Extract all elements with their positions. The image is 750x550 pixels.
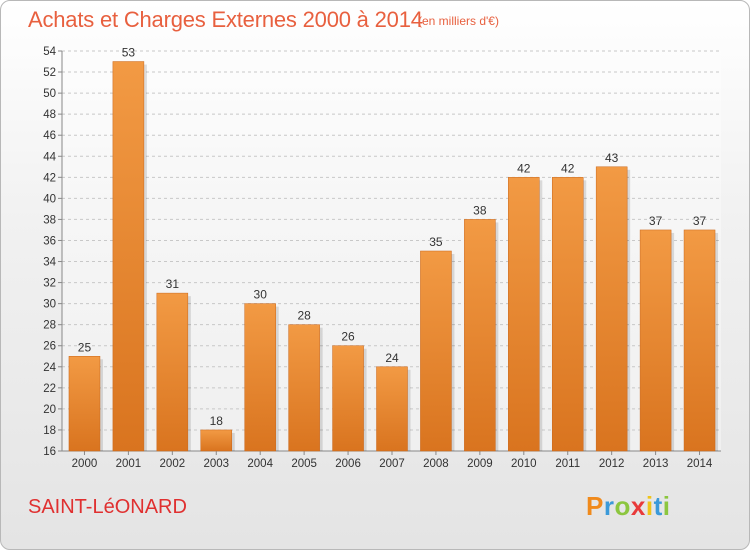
y-tick-label: 40 (43, 193, 56, 205)
data-label: 26 (341, 330, 355, 344)
bar-2003 (200, 429, 233, 452)
data-label: 35 (429, 235, 443, 249)
data-label: 30 (254, 288, 268, 302)
bars (68, 61, 719, 452)
x-tick-label: 2014 (687, 458, 713, 470)
data-label: 53 (122, 46, 136, 60)
x-tick-label: 2000 (72, 458, 98, 470)
logo-letter: P (586, 491, 604, 521)
data-label: 25 (78, 340, 92, 354)
y-tick-label: 52 (43, 67, 56, 79)
bar-2011 (551, 177, 584, 452)
bar-2005 (288, 324, 320, 452)
x-tick-label: 2002 (160, 458, 186, 470)
y-tick-label: 46 (43, 130, 56, 142)
y-tick-label: 24 (43, 362, 56, 374)
data-label: 42 (517, 161, 531, 175)
x-tick-label: 2010 (511, 458, 537, 470)
y-tick-label: 54 (43, 46, 56, 58)
x-tick-label: 2013 (643, 458, 669, 470)
bar-2000 (68, 356, 101, 452)
logo-letter: t (653, 491, 663, 521)
y-tick-label: 26 (43, 341, 56, 353)
logo-letter: x (630, 491, 646, 521)
data-label: 37 (649, 214, 663, 228)
x-tick-label: 2004 (247, 458, 273, 470)
x-tick-label: 2009 (467, 458, 493, 470)
bar-2007 (376, 366, 408, 452)
y-tick-label: 28 (43, 320, 56, 332)
proxiti-logo[interactable]: Proxiti (586, 491, 670, 522)
logo-letter: r (603, 491, 615, 521)
chart-title: Achats et Charges Externes 2000 à 2014 (28, 7, 423, 32)
y-tick-label: 38 (43, 214, 56, 226)
logo-letter: o (614, 491, 631, 521)
commune-name: SAINT-LéONARD (28, 496, 187, 518)
data-label: 42 (561, 161, 575, 175)
bar-2009 (464, 219, 496, 452)
labels: 16 18 20 22 24 26 28 30 32 34 36 38 40 42 44 46 48 50 52 54… (43, 46, 713, 470)
bar-2006 (332, 345, 364, 452)
logo-letter: i (645, 491, 654, 521)
x-tick-label: 2007 (379, 458, 405, 470)
y-tick-label: 30 (43, 299, 56, 311)
x-tick-label: 2001 (116, 458, 142, 470)
y-tick-label: 16 (43, 446, 56, 458)
y-tick-label: 18 (43, 425, 56, 437)
y-tick-label: 20 (43, 404, 56, 416)
data-label: 43 (605, 151, 619, 165)
x-tick-label: 2006 (335, 458, 361, 470)
x-tick-label: 2011 (555, 458, 580, 470)
y-tick-label: 42 (43, 172, 56, 184)
bar-2001 (112, 61, 145, 452)
bar-2013 (639, 229, 672, 452)
bar-2010 (508, 177, 540, 452)
y-tick-label: 34 (43, 257, 56, 269)
x-tick-label: 2003 (203, 458, 229, 470)
bar-2002 (156, 292, 189, 452)
bar-2004 (244, 303, 276, 452)
y-tick-label: 36 (43, 235, 56, 247)
logo-letter: i (662, 491, 671, 521)
y-tick-label: 50 (43, 88, 56, 100)
data-label: 37 (693, 214, 707, 228)
chart-subtitle: (en milliers d'€) (418, 14, 499, 28)
y-tick-label: 22 (43, 383, 56, 395)
data-label: 31 (166, 277, 180, 291)
bar-2008 (420, 250, 452, 452)
y-tick-label: 48 (43, 109, 56, 121)
y-tick-label: 44 (43, 151, 56, 163)
data-label: 18 (210, 414, 224, 428)
data-label: 24 (385, 351, 399, 365)
y-tick-label: 32 (43, 278, 56, 290)
x-tick-label: 2012 (599, 458, 625, 470)
data-label: 28 (297, 309, 311, 323)
bar-2014 (683, 229, 716, 452)
bar-2012 (595, 166, 628, 452)
x-tick-label: 2008 (423, 458, 449, 470)
data-label: 38 (473, 203, 487, 217)
x-tick-label: 2005 (291, 458, 317, 470)
